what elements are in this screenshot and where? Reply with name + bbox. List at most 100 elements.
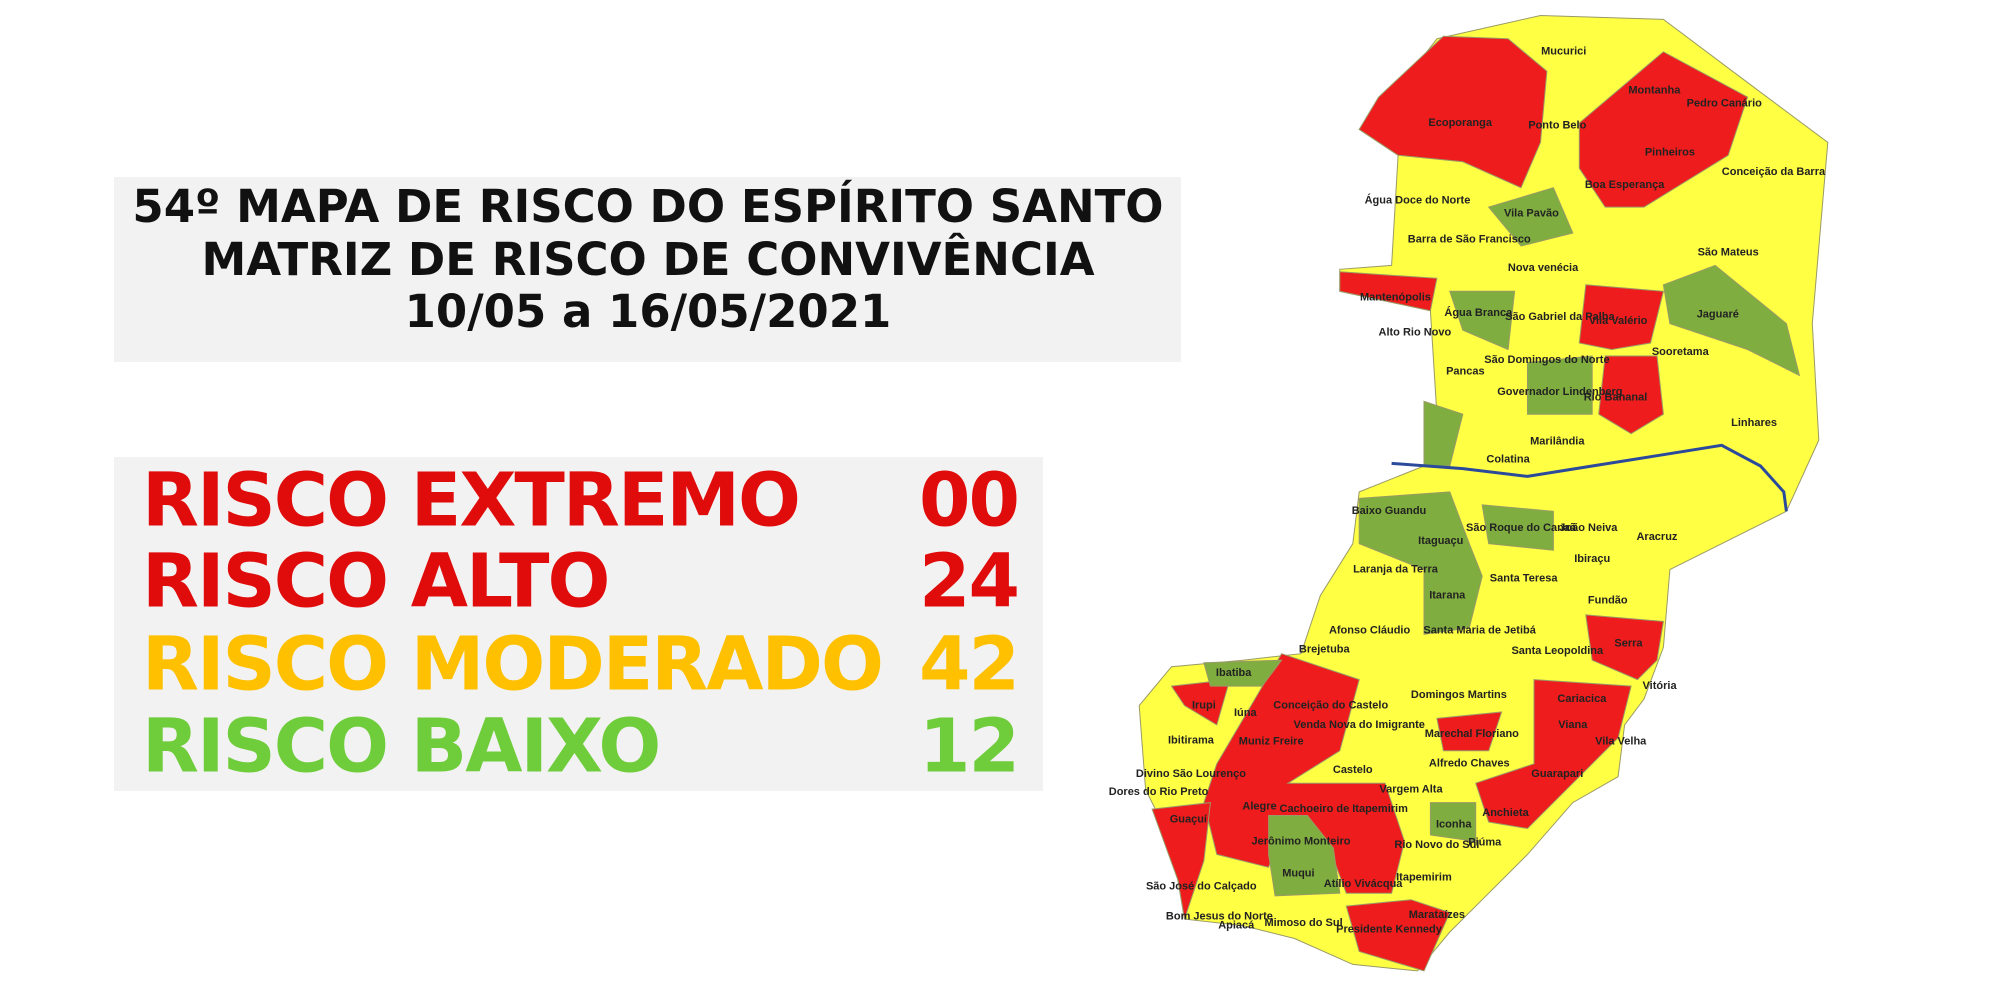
municipality-label: Atílio Vivácqua (1324, 878, 1404, 890)
municipality-label: Montanha (1628, 85, 1681, 97)
region-green (1487, 187, 1574, 247)
municipality-label: Jerônimo Monteiro (1251, 835, 1350, 847)
municipality-label: Ibatiba (1216, 667, 1252, 679)
municipality-label: Mucurici (1541, 46, 1586, 58)
municipality-label: Castelo (1333, 764, 1373, 776)
legend-label: RISCO ALTO (142, 539, 608, 625)
municipality-label: Fundão (1588, 595, 1628, 607)
municipality-label: São Domingos do Norte (1484, 354, 1609, 366)
municipality-label: Marilândia (1530, 435, 1585, 447)
municipality-label: Irupi (1192, 699, 1216, 711)
municipality-label: Baixo Guandu (1352, 505, 1427, 517)
municipality-label: Brejetuba (1299, 644, 1351, 656)
municipality-label: Vila Velha (1595, 736, 1647, 748)
legend-count: 42 (919, 622, 1018, 708)
municipality-label: Guarapari (1531, 768, 1583, 780)
municipality-label: Dores do Rio Preto (1109, 786, 1209, 798)
municipality-label: Água Branca (1444, 306, 1513, 319)
municipality-label: Marataízes (1409, 909, 1465, 921)
municipality-label: Itapemirim (1396, 872, 1452, 884)
region-green (1662, 264, 1801, 377)
municipality-label: Governador Lindenberg (1497, 386, 1622, 398)
region-red (1358, 35, 1548, 189)
region-green (1449, 290, 1516, 351)
region-green (1527, 355, 1593, 415)
municipality-label: São José do Calçado (1146, 881, 1257, 893)
region-green (1481, 504, 1554, 551)
municipality-label: Ponto Belo (1528, 119, 1586, 131)
municipality-label: São Roque do Canaã (1466, 522, 1577, 534)
municipality-label: Água Doce do Norte (1365, 194, 1471, 207)
municipality-label: Pedro Canário (1687, 97, 1762, 109)
map: Mucurici Montanha Pedro Canário Ecoporanga P… (1109, 14, 1829, 972)
municipality-label: Vitória (1643, 680, 1678, 692)
title-line: 10/05 a 16/05/2021 (405, 285, 892, 338)
municipality-label: São Gabriel da Palha (1505, 311, 1615, 323)
legend-count: 00 (919, 458, 1018, 544)
legend-label: RISCO MODERADO (142, 622, 882, 708)
municipality-label: Aracruz (1636, 531, 1677, 543)
municipality-label: Conceição do Castelo (1273, 699, 1388, 711)
region-green (1429, 802, 1477, 842)
municipality-label: Anchieta (1482, 807, 1529, 819)
region-green (1203, 659, 1283, 687)
region-red (1203, 653, 1406, 894)
municipality-label: Santa Teresa (1490, 573, 1559, 585)
legend-count: 24 (919, 539, 1018, 625)
municipality-label: Afonso Cláudio (1329, 624, 1411, 636)
title-line: MATRIZ DE RISCO DE CONVIVÊNCIA (201, 233, 1094, 286)
municipality-label: Pancas (1446, 365, 1485, 377)
municipality-label: Alto Rio Novo (1379, 327, 1452, 339)
municipality-label: Pinheiros (1645, 147, 1695, 159)
legend-box (114, 457, 1043, 791)
municipality-label: Sooretama (1652, 346, 1710, 358)
municipality-label: Jaguaré (1697, 308, 1739, 320)
region-green (1268, 815, 1341, 897)
municipality-label: Presidente Kennedy (1336, 923, 1443, 935)
municipality-label: Alfredo Chaves (1429, 758, 1510, 770)
municipality-label: Ibitirama (1168, 734, 1215, 746)
region-red (1578, 51, 1749, 208)
region-green (1358, 491, 1483, 635)
municipality-label: Santa Leopoldina (1511, 645, 1604, 657)
region-red (1436, 711, 1503, 752)
municipality-label: Ibiraçu (1574, 553, 1610, 565)
municipality-label: Guaçuí (1170, 813, 1208, 825)
municipality-label: Iconha (1436, 819, 1472, 831)
title-line: 54º MAPA DE RISCO DO ESPÍRITO SANTO (132, 180, 1163, 233)
municipality-label: Piúma (1468, 837, 1502, 849)
municipality-label: Alegre (1242, 800, 1276, 812)
municipality-label: Muniz Freire (1239, 736, 1304, 748)
municipality-label: Bom Jesus do Norte (1166, 910, 1273, 922)
municipality-label: Laranja da Terra (1353, 563, 1439, 575)
municipality-label: Conceição da Barra (1722, 166, 1826, 178)
municipality-label: Serra (1614, 637, 1643, 649)
title-box (114, 177, 1181, 362)
municipality-label: Itarana (1429, 589, 1466, 601)
municipality-label: Viana (1558, 719, 1588, 731)
region-red (1598, 355, 1664, 435)
municipality-label: Linhares (1731, 417, 1777, 429)
municipality-label: Vila Valério (1589, 315, 1648, 327)
municipality-label: Itaguaçu (1418, 535, 1463, 547)
legend: RISCO EXTREMO 00 RISCO ALTO 24 RISCO MODERAD… (142, 458, 1020, 790)
municipality-label: Muqui (1282, 868, 1314, 880)
region-red (1151, 802, 1211, 920)
municipality-label: São Mateus (1698, 246, 1759, 258)
region-red (1578, 284, 1665, 351)
municipality-label: Barra de São Francisco (1408, 233, 1531, 245)
municipality-label: Rio Bananal (1584, 391, 1648, 403)
municipality-label: Colatina (1486, 453, 1530, 465)
legend-label: RISCO EXTREMO (142, 458, 799, 544)
legend-count: 12 (919, 704, 1018, 790)
municipality-label: João Neiva (1559, 522, 1618, 534)
municipality-label: Domingos Martins (1411, 689, 1507, 701)
municipality-label: Vila Pavão (1504, 207, 1559, 219)
municipality-label: Nova venécia (1508, 262, 1579, 274)
municipality-label: Mimoso do Sul (1264, 917, 1342, 929)
region-green (1423, 400, 1464, 467)
municipality-label: Cariacica (1557, 693, 1607, 705)
municipality-label: Marechal Floriano (1425, 728, 1519, 740)
